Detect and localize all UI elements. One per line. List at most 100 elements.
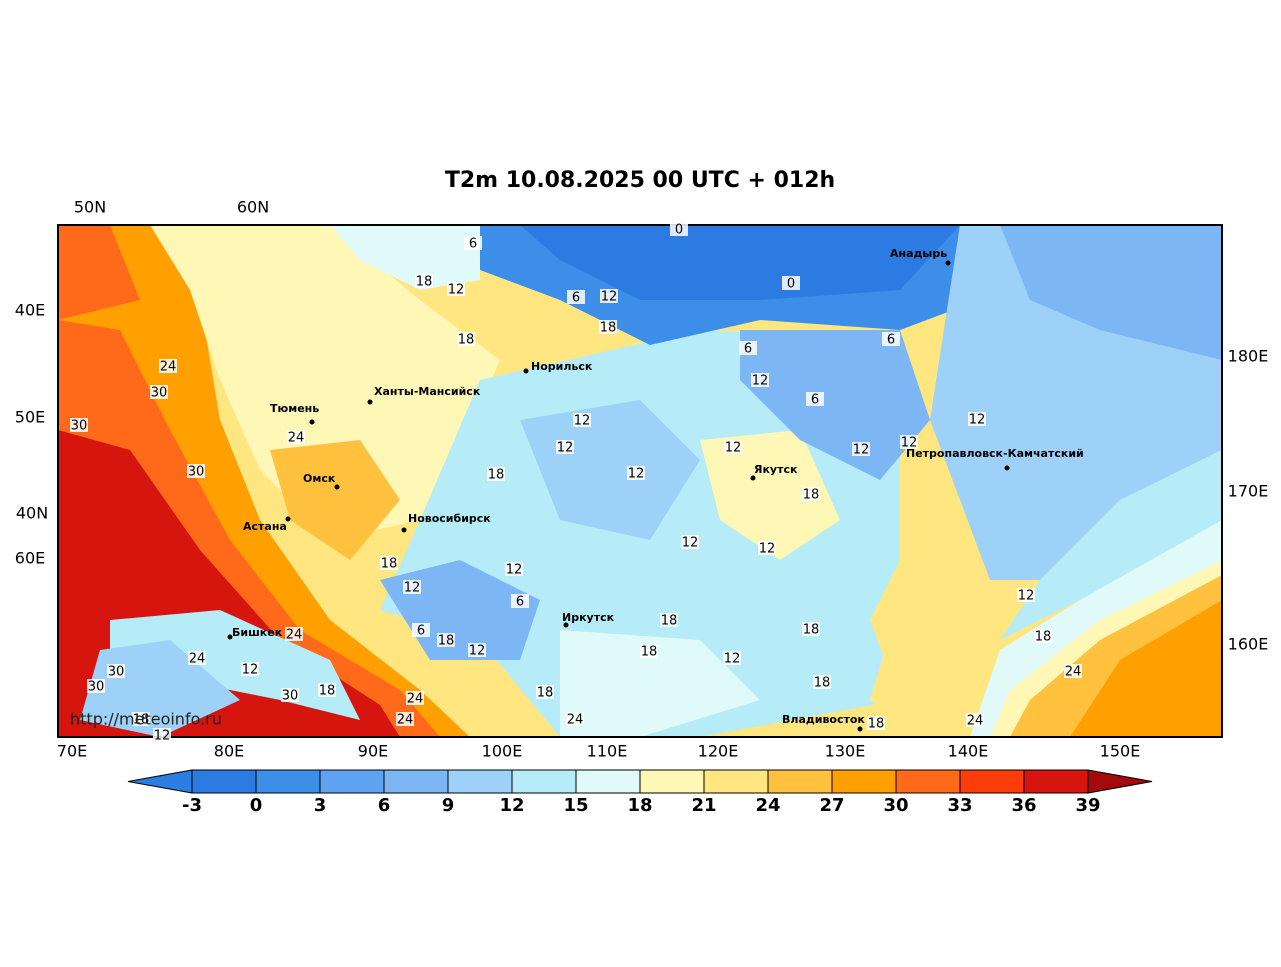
contour-label: 24 — [567, 713, 584, 728]
coordinate-label: 60N — [237, 198, 269, 217]
contour-label: 24 — [967, 714, 984, 729]
contour-label: 6 — [572, 291, 580, 306]
map-field — [58, 225, 1222, 737]
coordinate-label: 50E — [15, 408, 45, 427]
colorbar-tick-label: 27 — [819, 795, 844, 816]
city-label: Бишкек — [232, 626, 283, 639]
contour-label-bg — [403, 580, 421, 594]
city-dot — [1004, 465, 1010, 471]
contour-label: 18 — [600, 321, 617, 336]
contour-label-bg — [188, 651, 206, 665]
city-dot — [750, 475, 756, 481]
contour-label-bg — [150, 385, 168, 399]
contour-label-bg — [159, 359, 177, 373]
colorbar-segment — [703, 769, 769, 794]
colorbar-tick-label: 3 — [314, 795, 327, 816]
city-dot — [309, 419, 315, 425]
contour-label: 30 — [188, 465, 205, 480]
contour-label-bg — [70, 418, 88, 432]
contour-label-bg — [153, 728, 171, 742]
contour-label-bg — [640, 644, 658, 658]
contour-label-bg — [415, 274, 433, 288]
coordinate-label: 40N — [16, 504, 48, 523]
colorbar-segment — [319, 769, 385, 794]
contour-label-bg — [567, 290, 585, 304]
contour-label: 18 — [661, 614, 678, 629]
contour-label: 18 — [1035, 630, 1052, 645]
city-dot — [401, 527, 407, 533]
contour-label-bg — [802, 622, 820, 636]
contour-label: 18 — [537, 686, 554, 701]
contour-label-bg — [132, 712, 150, 726]
contour-label-bg — [723, 651, 741, 665]
contour-label: 12 — [725, 441, 742, 456]
contour-label: 12 — [506, 563, 523, 578]
contour-label: 18 — [416, 275, 433, 290]
coordinate-label: 70E — [57, 742, 87, 761]
colorbar-segment — [191, 769, 257, 794]
coordinate-label: 100E — [482, 742, 523, 761]
contour-label-bg — [751, 373, 769, 387]
contour-label-bg — [536, 685, 554, 699]
coordinate-label: 90E — [358, 742, 388, 761]
watermark: http://meteoinfo.ru — [70, 710, 222, 729]
contour-label-bg — [660, 613, 678, 627]
colorbar-segment — [511, 769, 577, 794]
contour-label: 12 — [469, 644, 486, 659]
contour-label-bg — [437, 633, 455, 647]
contour-label: 12 — [759, 542, 776, 557]
contour-label-bg — [802, 487, 820, 501]
contour-label-bg — [447, 282, 465, 296]
coordinate-label: 140E — [948, 742, 989, 761]
coordinate-label: 60E — [15, 549, 45, 568]
contour-label: 18 — [641, 645, 658, 660]
contour-label: 12 — [901, 436, 918, 451]
contour-label-bg — [457, 332, 475, 346]
contour-label: 12 — [154, 729, 171, 744]
contour-label-bg — [241, 662, 259, 676]
contour-label: 18 — [381, 557, 398, 572]
city-label: Норильск — [531, 360, 593, 373]
colorbar-arrow-low — [127, 769, 193, 794]
colorbar-segment — [575, 769, 641, 794]
coordinate-label: 110E — [587, 742, 628, 761]
contour-label: 30 — [151, 386, 168, 401]
coordinate-label: 150E — [1100, 742, 1141, 761]
colorbar-tick-label: 36 — [1011, 795, 1036, 816]
contour-label: 30 — [108, 665, 125, 680]
contour-label-bg — [681, 535, 699, 549]
contour-label-bg — [406, 691, 424, 705]
contour-label-bg — [1017, 588, 1035, 602]
contour-label: 12 — [628, 467, 645, 482]
colorbar-tick-label: 6 — [378, 795, 391, 816]
contour-label-bg — [966, 713, 984, 727]
contour-label-bg — [318, 683, 336, 697]
colorbar-tick-label: 39 — [1075, 795, 1100, 816]
city-dot — [334, 484, 340, 490]
city-label: Иркутск — [562, 611, 615, 624]
city-dot — [563, 622, 569, 628]
colorbar-segment — [447, 769, 513, 794]
contour-label: 12 — [682, 536, 699, 551]
contour-label: 18 — [438, 634, 455, 649]
contour-label-bg — [599, 320, 617, 334]
contour-label-bg — [566, 712, 584, 726]
contour-label: 24 — [160, 360, 177, 375]
contour-label-bg — [187, 464, 205, 478]
contour-label-bg — [852, 442, 870, 456]
city-dot — [857, 726, 863, 732]
colorbar-arrow-high — [1087, 769, 1153, 794]
contour-label: 12 — [601, 290, 618, 305]
contour-label: 24 — [407, 692, 424, 707]
city-dot — [227, 634, 233, 640]
contour-label: 18 — [458, 333, 475, 348]
contour-label: 6 — [516, 595, 524, 610]
contour-label: 18 — [814, 676, 831, 691]
contour-label: 6 — [417, 624, 425, 639]
coordinate-label: 180E — [1228, 347, 1269, 366]
city-label: Новосибирск — [408, 512, 491, 525]
contour-label: 12 — [853, 443, 870, 458]
contour-label-bg — [573, 413, 591, 427]
coordinate-label: 50N — [74, 198, 106, 217]
contour-label: 12 — [724, 652, 741, 667]
